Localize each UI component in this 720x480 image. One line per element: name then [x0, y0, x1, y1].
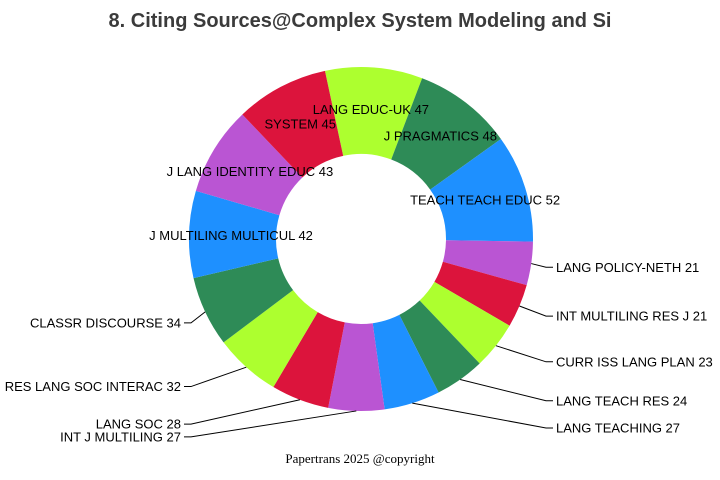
chart-title: 8. Citing Sources@Complex System Modelin…: [108, 10, 612, 32]
slice-label-lang-teaching: LANG TEACHING 27: [556, 420, 680, 435]
donut-slice-int-j-multiling[interactable]: [328, 322, 385, 411]
donut-slice-lang-teaching[interactable]: [372, 314, 439, 410]
slice-label-j-lang-identity-educ: J LANG IDENTITY EDUC 43: [167, 164, 334, 179]
leader-line-lang-soc: [184, 399, 300, 425]
donut-slice-j-multiling-multicul[interactable]: [188, 190, 280, 279]
slice-label-int-multiling-res-j: INT MULTILING RES J 21: [556, 309, 707, 324]
slice-label-res-lang-soc-interac: RES LANG SOC INTERAC 32: [5, 379, 181, 394]
donut-slice-curr-iss-lang-plan[interactable]: [419, 281, 510, 364]
slice-label-classr-discourse: CLASSR DISCOURSE 34: [30, 315, 181, 330]
slice-label-lang-teach-res: LANG TEACH RES 24: [556, 393, 687, 408]
slice-label-j-multiling-multicul: J MULTILING MULTICUL 42: [149, 228, 313, 243]
slice-label-teach-teach-educ: TEACH TEACH EDUC 52: [410, 193, 560, 208]
donut-slice-classr-discourse[interactable]: [193, 258, 294, 343]
leader-line-lang-teach-res: [460, 379, 553, 402]
slice-label-lang-soc: LANG SOC 28: [96, 417, 181, 432]
slice-label-j-pragmatics: J PRAGMATICS 48: [384, 129, 497, 144]
donut-slices: [188, 67, 533, 411]
donut-slice-system[interactable]: [242, 70, 344, 178]
leader-lines: [184, 263, 553, 438]
slice-labels: LANG EDUC-UK 47 J PRAGMATICS 48 TEACH TEAC…: [5, 102, 713, 445]
donut-slice-lang-policy-neth[interactable]: [442, 240, 533, 286]
leader-line-classr-discourse: [184, 311, 206, 324]
donut-slice-j-pragmatics[interactable]: [391, 78, 501, 190]
slice-label-lang-policy-neth: LANG POLICY-NETH 21: [556, 260, 699, 275]
donut-slice-lang-educ-uk[interactable]: [324, 67, 423, 160]
leader-line-res-lang-soc-interac: [184, 366, 247, 388]
donut-slice-j-lang-identity-educ[interactable]: [195, 114, 303, 216]
watermark-text: Papertrans 2025 @copyright: [285, 451, 435, 466]
donut-slice-teach-teach-educ[interactable]: [430, 138, 533, 242]
slice-label-system: SYSTEM 45: [264, 117, 336, 132]
slice-label-curr-iss-lang-plan: CURR ISS LANG PLAN 23: [556, 354, 713, 369]
donut-slice-lang-soc[interactable]: [273, 312, 345, 408]
donut-slice-int-multiling-res-j[interactable]: [434, 261, 527, 326]
donut-slice-res-lang-soc-interac[interactable]: [223, 290, 318, 388]
leader-line-curr-iss-lang-plan: [495, 345, 553, 363]
leader-line-int-multiling-res-j: [519, 305, 553, 317]
leader-line-lang-policy-neth: [531, 263, 553, 268]
slice-label-int-j-multiling: INT J MULTILING 27: [60, 429, 181, 444]
donut-slice-lang-teach-res[interactable]: [399, 300, 480, 393]
leader-line-int-j-multiling: [184, 410, 357, 438]
leader-line-lang-teaching: [412, 402, 553, 429]
slice-label-lang-educ-uk: LANG EDUC-UK 47: [313, 102, 429, 117]
